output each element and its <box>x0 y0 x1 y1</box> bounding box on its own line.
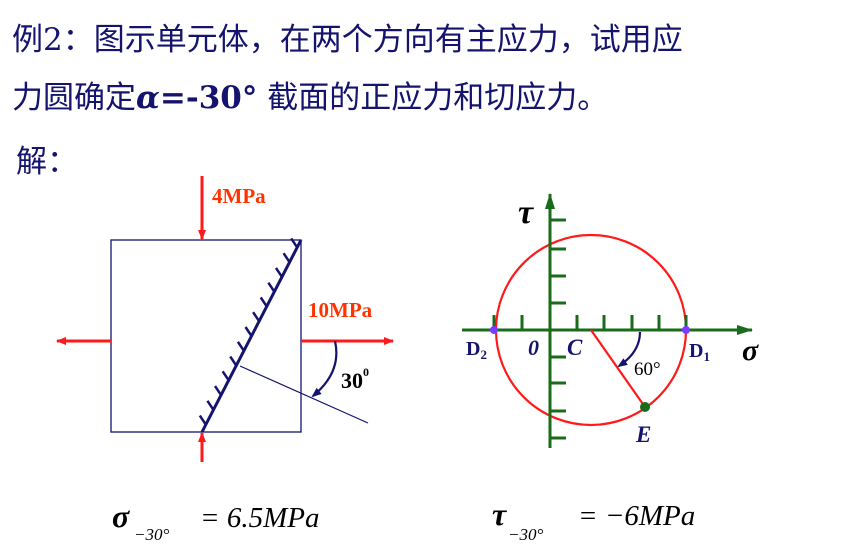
hatch-mark <box>282 252 291 263</box>
d2-label: D2 <box>466 338 487 362</box>
section-normal-line <box>239 365 369 424</box>
sigma-axis-label: σ <box>742 334 759 367</box>
angle-60-arc-arrow <box>617 331 642 368</box>
mohr-circle-diagram: τ σ D2 0 C D1 60° E <box>462 193 759 448</box>
sigma-value: = 6.5MPa <box>200 502 319 534</box>
result-tau: τ −30° = −6MPa <box>492 496 695 544</box>
hatch-mark <box>213 385 223 396</box>
point-e <box>640 402 650 412</box>
problem-statement-line2: 力圆确定α=-30° 截面的正应力和切应力。 <box>12 80 608 116</box>
angle-value: =-30° <box>160 80 257 116</box>
sigma-subscript: −30° <box>134 525 169 544</box>
tau-symbol: τ <box>492 496 508 532</box>
solution-label: 解： <box>16 144 78 180</box>
tau-subscript: −30° <box>508 525 543 544</box>
tau-axis-label: τ <box>518 194 534 231</box>
line2-suffix: 截面的正应力和切应力。 <box>257 80 608 116</box>
d1-letter: D <box>689 340 703 362</box>
vertical-stress-label: 4MPa <box>212 184 266 208</box>
d2-letter: D <box>466 338 480 360</box>
hatch-mark <box>259 296 268 308</box>
hatch-mark <box>274 267 284 278</box>
result-sigma: σ −30° = 6.5MPa <box>112 498 319 544</box>
hatch-mark <box>252 311 261 322</box>
unit-element-square <box>110 239 302 433</box>
point-e-label: E <box>635 422 651 447</box>
hatch-mark <box>221 370 230 382</box>
sigma-symbol: σ <box>112 498 130 534</box>
radius-ce <box>590 329 646 408</box>
line2-prefix: 力圆确定 <box>12 80 136 116</box>
hatch-mark <box>229 355 238 367</box>
hatch-mark <box>290 237 299 249</box>
point-d2 <box>490 326 498 334</box>
d1-label: D1 <box>689 340 710 364</box>
hatch-mark <box>236 341 245 352</box>
angle-value: 30 <box>341 368 363 393</box>
point-d1 <box>682 326 690 334</box>
hatch-mark <box>267 281 276 293</box>
section-hatching <box>198 237 299 426</box>
problem-statement-line1: 例2：图示单元体，在两个方向有主应力，试用应 <box>12 22 683 58</box>
d2-subscript: 2 <box>480 347 487 362</box>
angle-arc-arrow <box>311 340 338 398</box>
center-c-label: C <box>567 335 583 360</box>
alpha-symbol: α <box>136 80 160 116</box>
origin-label: 0 <box>528 335 539 360</box>
stress-element-diagram: 4MPa 10MPa 300 <box>56 176 394 462</box>
angle-60-label: 60° <box>634 359 661 380</box>
tau-value: = −6MPa <box>578 500 695 532</box>
hatch-mark <box>198 414 207 426</box>
hatch-mark <box>244 326 253 337</box>
horizontal-stress-label: 10MPa <box>308 298 373 322</box>
d1-subscript: 1 <box>703 349 710 364</box>
degree-superscript: 0 <box>363 365 369 379</box>
hatch-mark <box>206 400 215 411</box>
angle-30-label: 300 <box>341 365 369 393</box>
